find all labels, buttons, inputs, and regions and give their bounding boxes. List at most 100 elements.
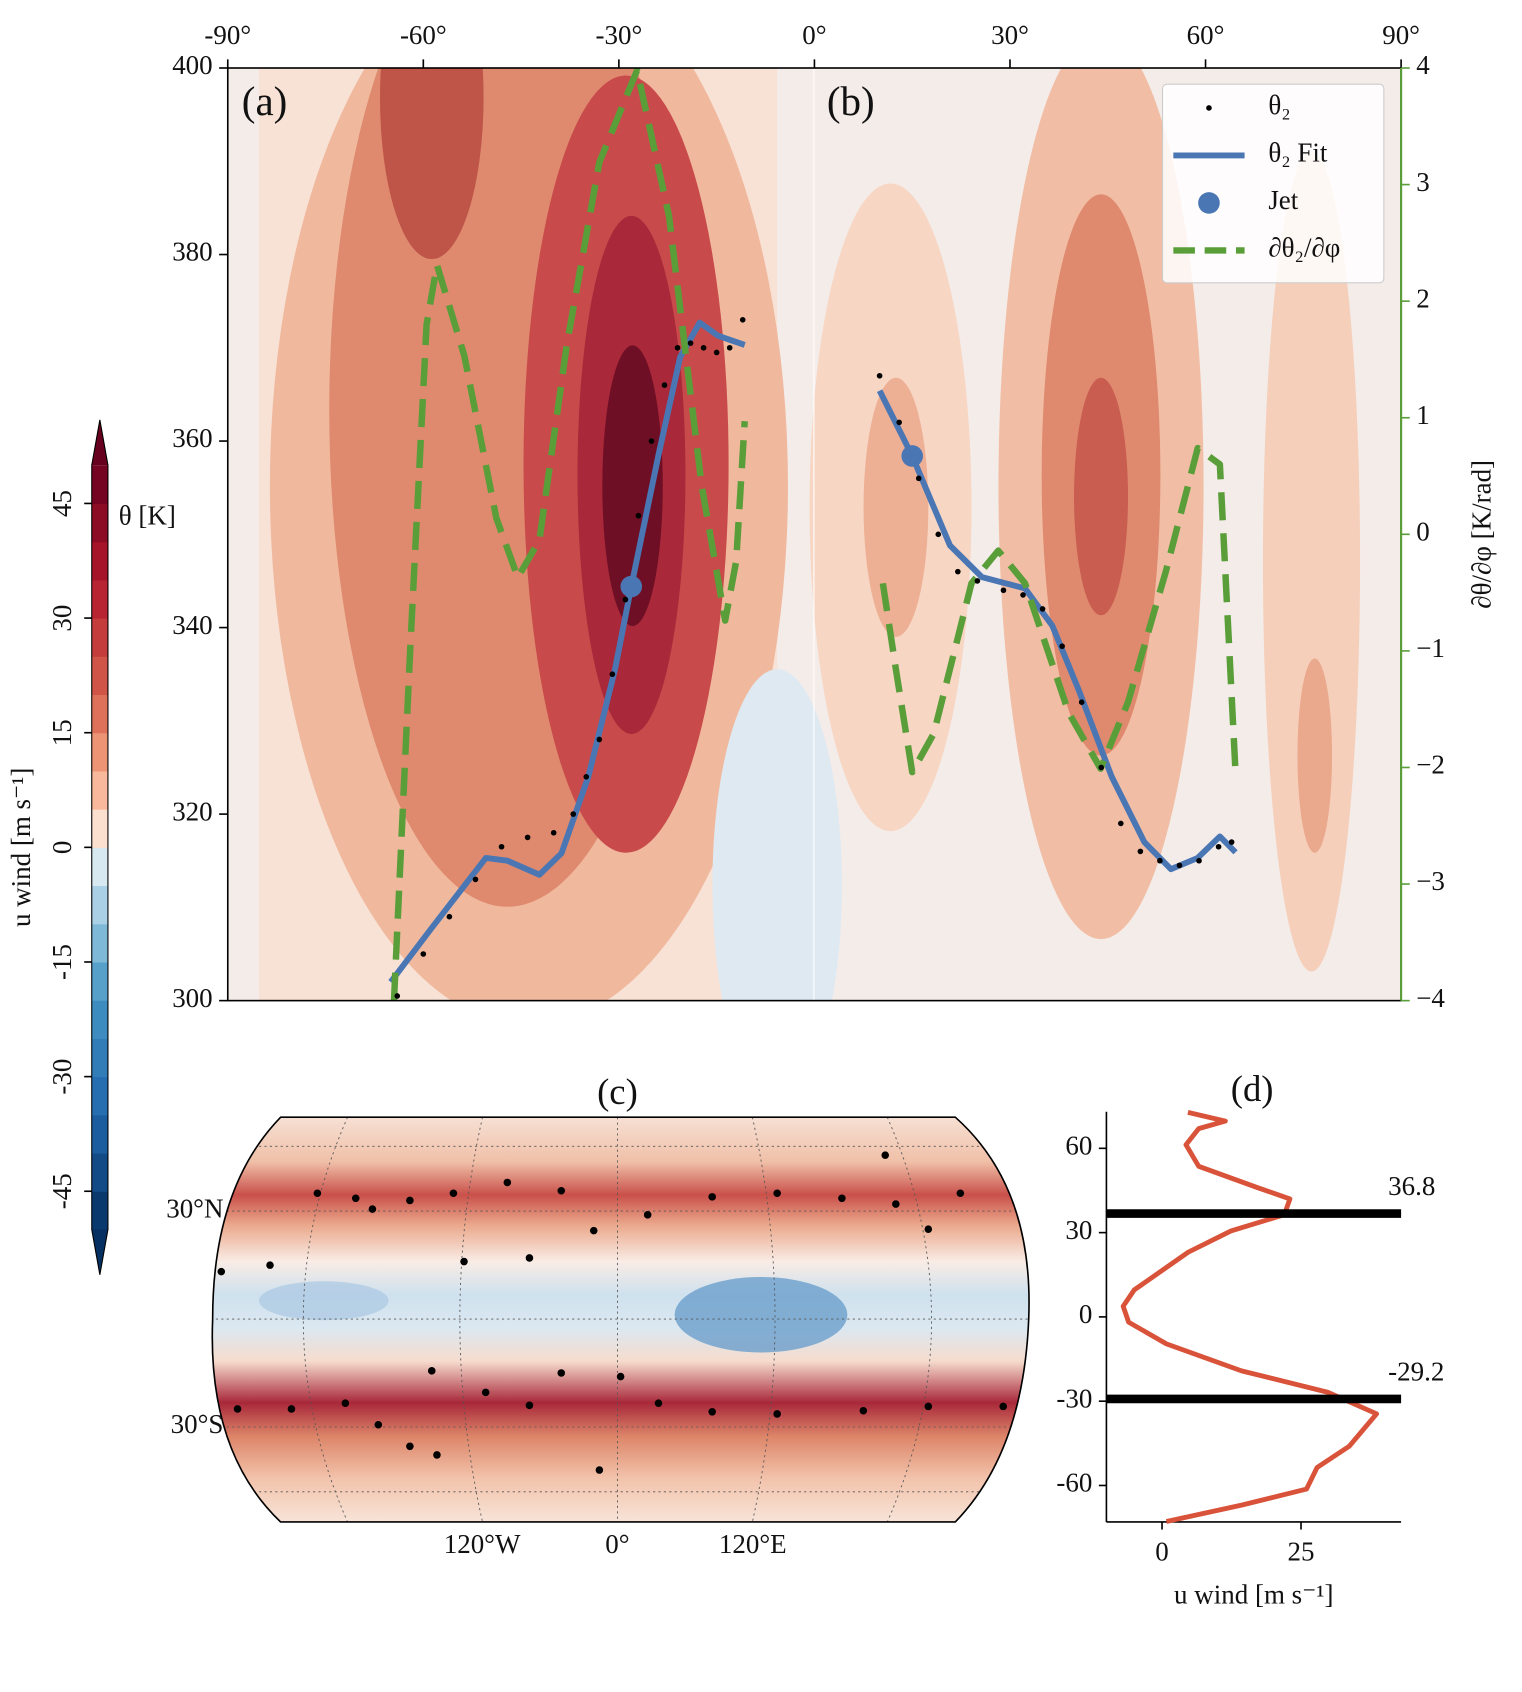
colorbar-tick-label: 30 — [47, 605, 77, 632]
panel-title: (d) — [1231, 1068, 1274, 1109]
jet-point — [351, 1194, 360, 1203]
legend-label: θ₂ — [1268, 90, 1290, 120]
jet-point — [374, 1420, 383, 1429]
jet-point — [773, 1189, 781, 1198]
colorbar-bin — [91, 1038, 108, 1078]
y2-tick-label: −4 — [1416, 983, 1445, 1013]
x-tick-label: 25 — [1288, 1537, 1315, 1567]
jet-point — [460, 1257, 468, 1266]
colorbar-bin — [91, 1191, 108, 1231]
theta-point — [726, 344, 733, 351]
colorbar-bin — [91, 847, 108, 887]
colorbar-bin — [91, 732, 108, 772]
colorbar-bin — [91, 1076, 108, 1116]
theta-point — [896, 419, 902, 426]
jet-point — [924, 1402, 933, 1411]
jet-point — [859, 1406, 868, 1415]
wind-profile — [1120, 1109, 1380, 1524]
colorbar-extend — [91, 419, 108, 466]
panel-ab — [388, 68, 1239, 1001]
theta-point — [1098, 764, 1105, 771]
colorbar-bin — [91, 770, 108, 810]
y-axis-label: θ [K] — [119, 500, 176, 530]
jet-point — [503, 1178, 512, 1187]
derivative-line — [390, 68, 1239, 1001]
legend-box — [1162, 83, 1385, 284]
theta-point — [687, 340, 694, 346]
jet-marker — [901, 445, 924, 467]
y2-tick-label: −2 — [1416, 750, 1445, 780]
colorbar-bin — [91, 503, 108, 543]
legend-marker — [1198, 192, 1220, 214]
theta-point — [935, 531, 942, 538]
y2-tick-label: 1 — [1416, 400, 1429, 430]
theta-point — [1039, 606, 1046, 612]
theta-point — [1228, 839, 1235, 845]
x-tick-label: 60° — [1187, 20, 1225, 50]
y2-tick-label: 3 — [1416, 167, 1429, 197]
theta-point — [1176, 862, 1183, 869]
jet-point — [838, 1194, 846, 1203]
jet-point — [427, 1367, 436, 1375]
y-tick-label: 60 — [1065, 1131, 1092, 1161]
jet-point — [654, 1399, 663, 1407]
theta-point — [394, 993, 401, 999]
jet-point — [708, 1408, 716, 1416]
colorbar-bin — [91, 1000, 108, 1039]
colorbar-bin — [91, 923, 108, 963]
colorbar-label: u wind [m s⁻¹] — [6, 768, 36, 927]
theta-point — [955, 568, 961, 575]
legend-marker — [1206, 105, 1212, 111]
theta-point — [498, 843, 505, 850]
y-tick-label: 380 — [172, 237, 212, 267]
jet-point — [433, 1451, 441, 1459]
map-background — [212, 1117, 1030, 1522]
map-title: (c) — [597, 1071, 638, 1112]
colorbar-tick-label: 15 — [47, 719, 77, 746]
jet-point — [708, 1193, 716, 1201]
theta-point — [1117, 820, 1124, 827]
theta-point — [570, 811, 577, 817]
jet-point — [266, 1261, 274, 1269]
theta-point — [583, 773, 590, 780]
theta-point — [472, 876, 479, 883]
colorbar-bin — [91, 961, 108, 1001]
y-tick-label: 0 — [1079, 1299, 1092, 1329]
theta-point — [622, 596, 629, 603]
y-tick-label: -30 — [1056, 1383, 1092, 1413]
colorbar-tick-label: 0 — [47, 841, 77, 854]
theta-point — [700, 344, 707, 351]
jet-point — [406, 1196, 414, 1205]
jet-label: 36.8 — [1388, 1171, 1435, 1201]
map-lat-label: 30°N — [166, 1193, 223, 1223]
theta-point — [1020, 592, 1026, 598]
legend-label: Jet — [1268, 185, 1298, 215]
colorbar-extend — [91, 1229, 108, 1275]
map-lon-label: 0° — [605, 1529, 629, 1559]
jet-point — [999, 1402, 1007, 1411]
jet-point — [287, 1405, 296, 1413]
colorbar-bin — [91, 541, 108, 581]
jet-point — [773, 1410, 781, 1418]
theta-point — [609, 671, 616, 678]
y2-tick-label: 4 — [1416, 50, 1430, 80]
theta-point — [974, 578, 981, 584]
x-tick-label: 30° — [991, 20, 1029, 50]
jet-point — [924, 1225, 933, 1233]
jet-point — [525, 1254, 534, 1262]
x-tick-label: -60° — [400, 20, 447, 50]
jet-point — [341, 1399, 350, 1407]
theta-point — [876, 372, 883, 379]
jet-point — [557, 1369, 566, 1377]
x-tick-label: -30° — [596, 20, 643, 50]
jet-point — [217, 1267, 226, 1276]
y-tick-label: 300 — [172, 983, 212, 1013]
map-lon-label: 120°W — [444, 1529, 521, 1559]
map-jets — [217, 1151, 1007, 1474]
jet-point — [616, 1372, 625, 1381]
jet-point — [481, 1388, 490, 1397]
theta-point — [524, 834, 531, 841]
theta-point — [1137, 848, 1144, 855]
jet-point — [525, 1401, 534, 1410]
